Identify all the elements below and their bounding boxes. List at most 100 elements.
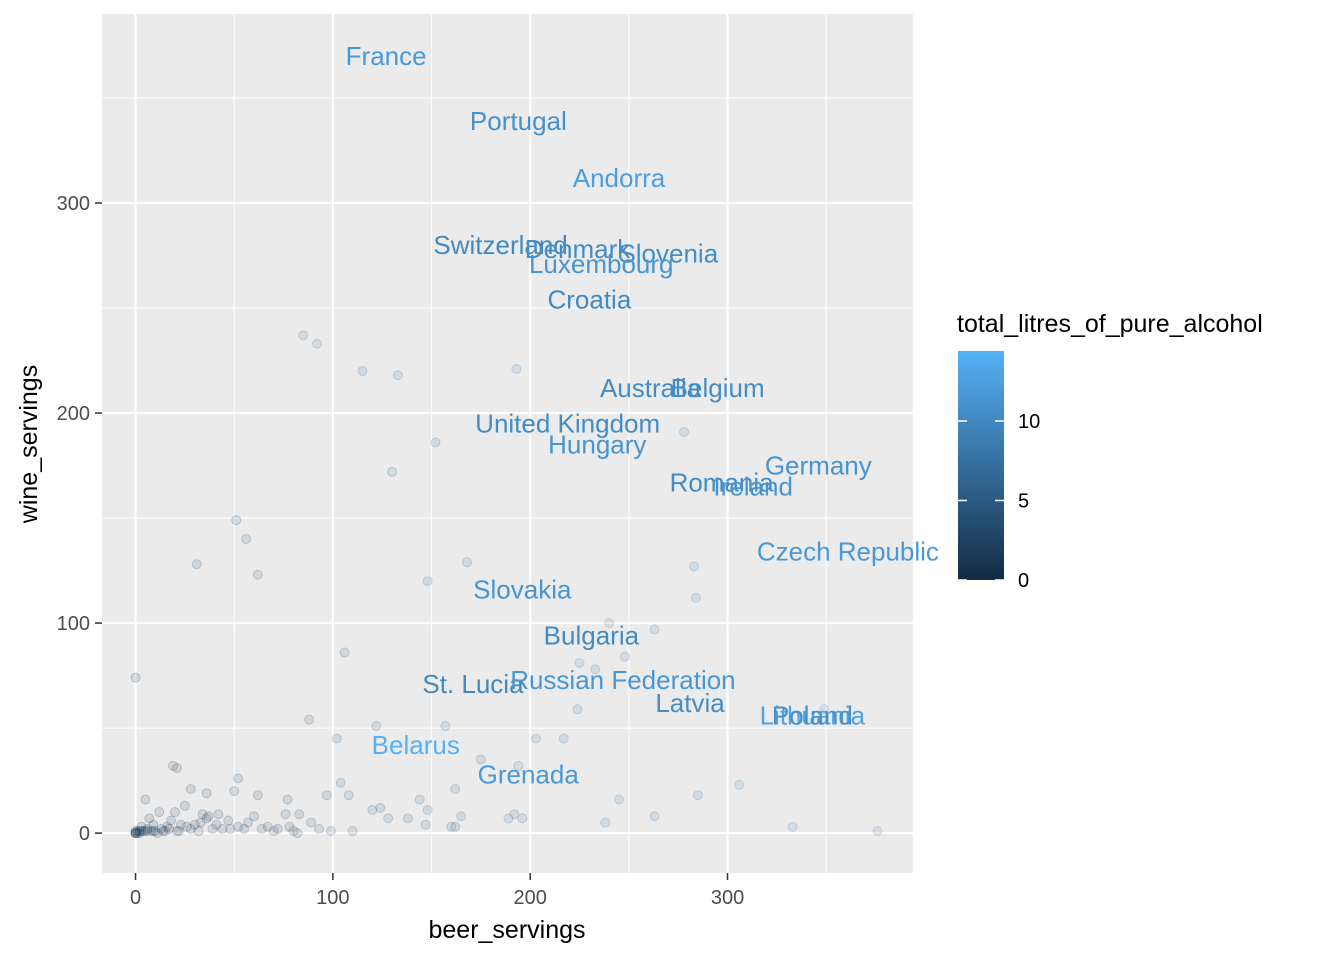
legend-ticks: 0 5 10	[958, 411, 1040, 592]
x-tick-label: 300	[711, 887, 744, 909]
scatter-point	[256, 823, 267, 834]
scatter-point	[679, 426, 690, 437]
country-label: Lithuania	[760, 700, 866, 730]
grid-minor	[102, 14, 913, 873]
scatter-point	[197, 809, 208, 820]
scatter-point	[392, 370, 403, 381]
legend-title: total_litres_of_pure_alcohol	[957, 310, 1263, 338]
scatter-point	[195, 817, 206, 828]
scatter-point	[134, 825, 145, 836]
scatter-point	[252, 790, 263, 801]
country-label: Belgium	[671, 373, 765, 403]
legend-colorbar	[958, 351, 1004, 580]
scatter-point	[132, 825, 143, 836]
country-label: Denmark	[525, 234, 631, 264]
scatter-point	[414, 794, 425, 805]
country-label: Luxembourg	[529, 249, 674, 279]
scatter-point	[181, 821, 192, 832]
scatter-point	[239, 823, 250, 834]
scatter-point	[420, 819, 431, 830]
plot-panel	[102, 14, 913, 873]
legend-tick-label: 10	[1018, 411, 1040, 433]
scatter-point	[387, 466, 398, 477]
scatter-point	[229, 786, 240, 797]
scatter-point	[201, 813, 212, 824]
country-label: Romania	[670, 467, 775, 497]
scatter-point	[171, 762, 182, 773]
x-tick-label: 100	[316, 887, 349, 909]
scatter-point	[179, 800, 190, 811]
scatter-point	[134, 828, 145, 839]
scatter-point	[140, 825, 151, 836]
scatter-point	[154, 807, 165, 818]
scatter-point	[156, 823, 167, 834]
scatter-point	[450, 821, 461, 832]
scatter-point	[688, 561, 699, 572]
scatter-point	[511, 363, 522, 374]
points-layer	[130, 330, 883, 839]
country-label: Croatia	[547, 285, 631, 315]
scatter-point	[213, 809, 224, 820]
scatter-point	[185, 783, 196, 794]
country-label: Belarus	[372, 730, 460, 760]
scatter-point	[136, 825, 147, 836]
scatter-point	[248, 811, 259, 822]
scatter-point	[201, 788, 212, 799]
scatter-point	[171, 825, 182, 836]
country-label: France	[346, 41, 427, 71]
scatter-point	[252, 569, 263, 580]
y-axis-title: wine_servings	[15, 365, 43, 524]
scatter-point	[130, 828, 141, 839]
country-label: Germany	[765, 451, 872, 481]
scatter-point	[402, 813, 413, 824]
country-label: Andorra	[573, 163, 666, 193]
scatter-point	[211, 819, 222, 830]
scatter-point	[600, 817, 611, 828]
scatter-point	[130, 828, 141, 839]
scatter-point	[284, 821, 295, 832]
country-label: Portugal	[470, 106, 567, 136]
scatter-point	[531, 733, 542, 744]
scatter-point	[367, 804, 378, 815]
scatter-point	[148, 825, 159, 836]
scatter-point	[148, 819, 159, 830]
country-label: Bulgaria	[544, 621, 640, 651]
scatter-point	[312, 338, 323, 349]
country-label: Poland	[772, 700, 853, 730]
y-tick-label: 0	[79, 823, 90, 845]
scatter-point	[613, 794, 624, 805]
scatter-point	[440, 720, 451, 731]
scatter-point	[558, 733, 569, 744]
scatter-point	[162, 821, 173, 832]
scatter-point	[173, 825, 184, 836]
scatter-point	[160, 825, 171, 836]
scatter-point	[422, 804, 433, 815]
scatter-point	[170, 807, 181, 818]
scatter-point	[203, 811, 214, 822]
scatter-point	[158, 825, 169, 836]
scatter-point	[690, 592, 701, 603]
scatter-point	[325, 825, 336, 836]
scatter-point	[304, 714, 315, 725]
country-label: Ireland	[713, 472, 793, 502]
scatter-point	[604, 618, 615, 629]
country-label: St. Lucia	[422, 669, 524, 699]
scatter-point	[217, 823, 228, 834]
scatter-point	[371, 720, 382, 731]
legend-tick-label: 5	[1018, 490, 1029, 512]
scatter-point	[383, 813, 394, 824]
scatter-point	[572, 704, 583, 715]
scatter-point	[136, 821, 147, 832]
scatter-point	[138, 825, 149, 836]
scatter-point	[574, 657, 585, 668]
scatter-point	[462, 557, 473, 568]
scatter-point	[513, 760, 524, 771]
scatter-point	[166, 815, 177, 826]
scatter-point	[475, 754, 486, 765]
country-label: Russian Federation	[510, 665, 735, 695]
scatter-point	[456, 811, 467, 822]
scatter-point	[241, 534, 252, 545]
scatter-point	[298, 330, 309, 341]
scatter-point	[268, 825, 279, 836]
legend: total_litres_of_pure_alcohol 0 5 10	[957, 310, 1263, 592]
